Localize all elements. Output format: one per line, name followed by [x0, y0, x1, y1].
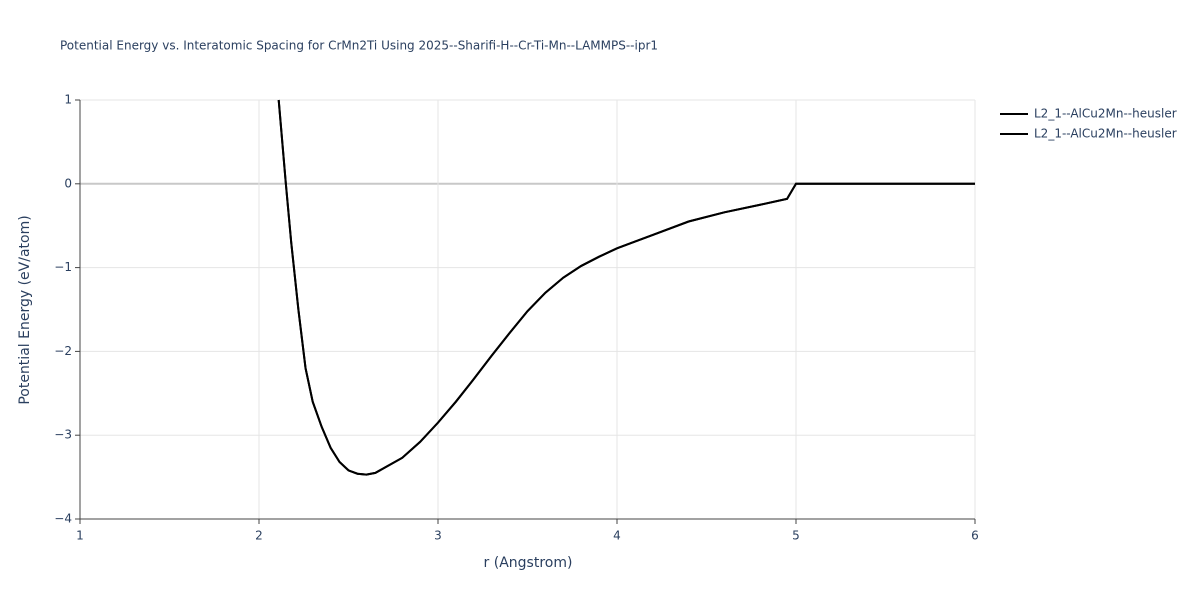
- x-tick-label: 2: [255, 529, 263, 543]
- series-line: [277, 99, 975, 476]
- legend-label: L2_1--AlCu2Mn--heusler: [1034, 127, 1177, 141]
- y-tick-label: −2: [54, 344, 72, 358]
- x-tick-label: 6: [971, 529, 979, 543]
- y-tick-label: −4: [54, 512, 72, 526]
- x-tick-label: 4: [613, 529, 621, 543]
- legend-label: L2_1--AlCu2Mn--heusler: [1034, 107, 1177, 121]
- x-tick-label: 1: [76, 529, 84, 543]
- y-axis-title: Potential Energy (eV/atom): [17, 215, 33, 404]
- x-tick-label: 3: [434, 529, 442, 543]
- y-tick-label: 0: [64, 176, 72, 190]
- x-tick-label: 5: [792, 529, 800, 543]
- series-line: [277, 99, 975, 476]
- y-tick-label: 1: [64, 93, 72, 107]
- y-tick-label: −3: [54, 428, 72, 442]
- chart-title: Potential Energy vs. Interatomic Spacing…: [60, 39, 658, 53]
- y-tick-label: −1: [54, 260, 72, 274]
- x-axis-title: r (Angstrom): [484, 555, 573, 571]
